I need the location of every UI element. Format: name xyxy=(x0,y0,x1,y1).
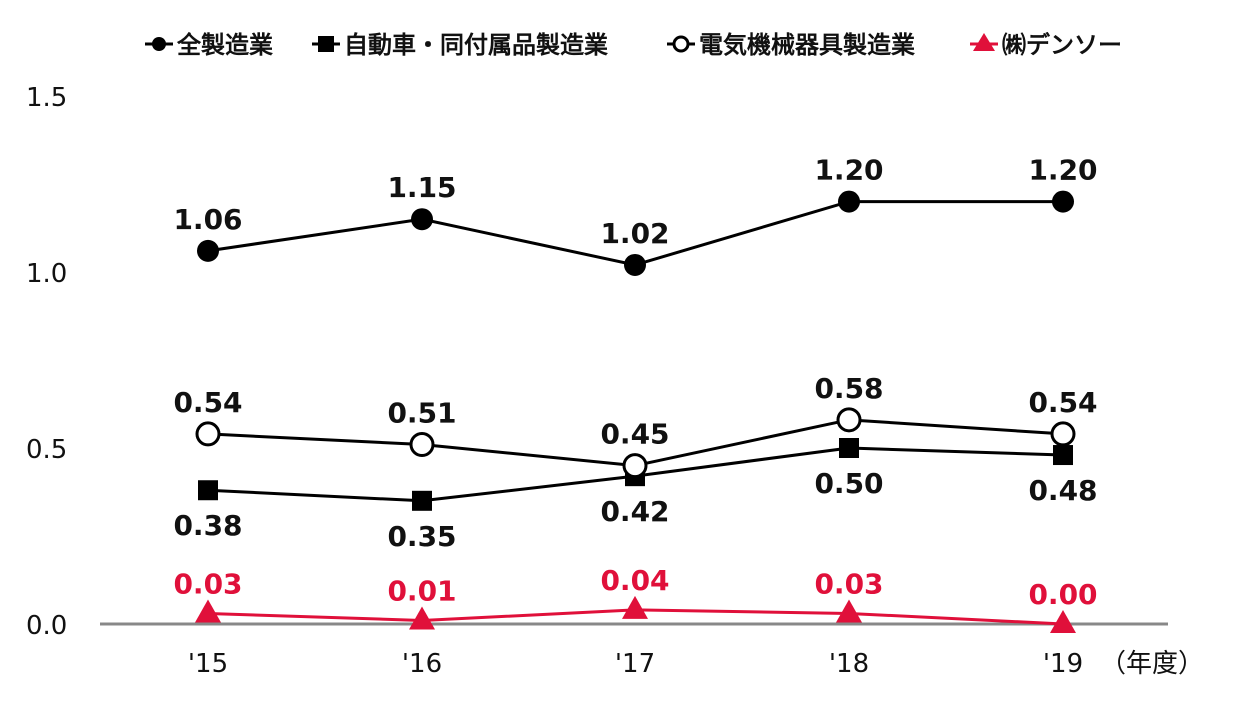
data-label: 0.03 xyxy=(173,567,242,600)
data-label: 0.48 xyxy=(1028,474,1097,507)
data-label: 0.35 xyxy=(387,520,456,553)
legend-label: 電気機械器具製造業 xyxy=(699,31,915,59)
data-point xyxy=(195,599,221,623)
data-label: 1.20 xyxy=(814,154,883,187)
legend-item: ㈱デンソー xyxy=(970,31,1122,59)
y-tick-label: 1.0 xyxy=(26,259,67,289)
data-point xyxy=(838,190,860,213)
data-label: 0.54 xyxy=(1028,386,1097,419)
series-group xyxy=(195,190,1076,633)
series-3 xyxy=(195,595,1076,633)
data-point xyxy=(624,253,646,276)
data-label: 1.06 xyxy=(173,203,242,236)
data-label: 1.20 xyxy=(1028,154,1097,187)
data-point xyxy=(622,453,648,479)
data-point xyxy=(622,595,648,619)
legend-marker xyxy=(152,37,166,51)
data-point xyxy=(836,407,862,433)
x-tick-label: '15 xyxy=(188,649,228,679)
data-point xyxy=(198,480,218,501)
x-axis-ticks: '15 '16 '17 '18 '19 xyxy=(188,649,1083,679)
data-point xyxy=(409,431,435,457)
data-label: 0.42 xyxy=(600,495,669,528)
legend-label: ㈱デンソー xyxy=(1002,31,1122,59)
x-tick-label: '16 xyxy=(402,649,442,679)
legend-marker xyxy=(318,36,334,52)
data-point xyxy=(1052,190,1074,213)
legend-marker xyxy=(672,35,690,53)
legend-item: 電気機械器具製造業 xyxy=(667,31,915,59)
data-labels: 1.06 1.15 1.02 1.20 1.20 0.38 0.35 0.42 0.50 0.48… xyxy=(173,154,1097,611)
data-point xyxy=(836,599,862,623)
x-tick-label: '17 xyxy=(615,649,655,679)
legend-label: 全製造業 xyxy=(176,31,273,59)
data-label: 0.58 xyxy=(814,372,883,405)
legend: 全製造業 自動車・同付属品製造業 電気機械器具製造業 ㈱デンソー xyxy=(145,31,1122,59)
data-label: 0.45 xyxy=(600,418,669,451)
y-axis-ticks: 0.0 0.5 1.0 1.5 xyxy=(26,83,67,641)
series-0 xyxy=(197,190,1074,276)
y-tick-label: 0.5 xyxy=(26,435,67,465)
data-label: 0.00 xyxy=(1028,578,1097,611)
data-point xyxy=(197,239,219,262)
y-tick-label: 1.5 xyxy=(26,83,67,113)
data-point xyxy=(195,421,221,447)
legend-marker xyxy=(973,33,995,51)
data-point xyxy=(1050,421,1076,447)
data-point xyxy=(1050,610,1076,633)
x-axis-label: （年度） xyxy=(1100,649,1204,679)
data-label: 0.51 xyxy=(387,396,456,429)
legend-item: 自動車・同付属品製造業 xyxy=(312,31,608,59)
data-label: 0.01 xyxy=(387,574,456,607)
data-point xyxy=(409,606,435,630)
y-tick-label: 0.0 xyxy=(26,611,67,641)
data-point xyxy=(412,490,432,511)
data-label: 0.50 xyxy=(814,467,883,500)
data-label: 1.15 xyxy=(387,171,456,204)
data-label: 1.02 xyxy=(600,217,669,250)
data-label: 0.04 xyxy=(600,564,669,597)
data-point xyxy=(1053,445,1073,466)
legend-label: 自動車・同付属品製造業 xyxy=(344,31,608,59)
data-point xyxy=(839,438,859,458)
data-label: 0.38 xyxy=(173,509,242,542)
series-2 xyxy=(195,407,1076,479)
x-tick-label: '19 xyxy=(1043,649,1083,679)
data-point xyxy=(411,208,433,231)
legend-item: 全製造業 xyxy=(145,31,273,59)
x-tick-label: '18 xyxy=(829,649,869,679)
data-label: 0.54 xyxy=(173,386,242,419)
data-label: 0.03 xyxy=(814,567,883,600)
